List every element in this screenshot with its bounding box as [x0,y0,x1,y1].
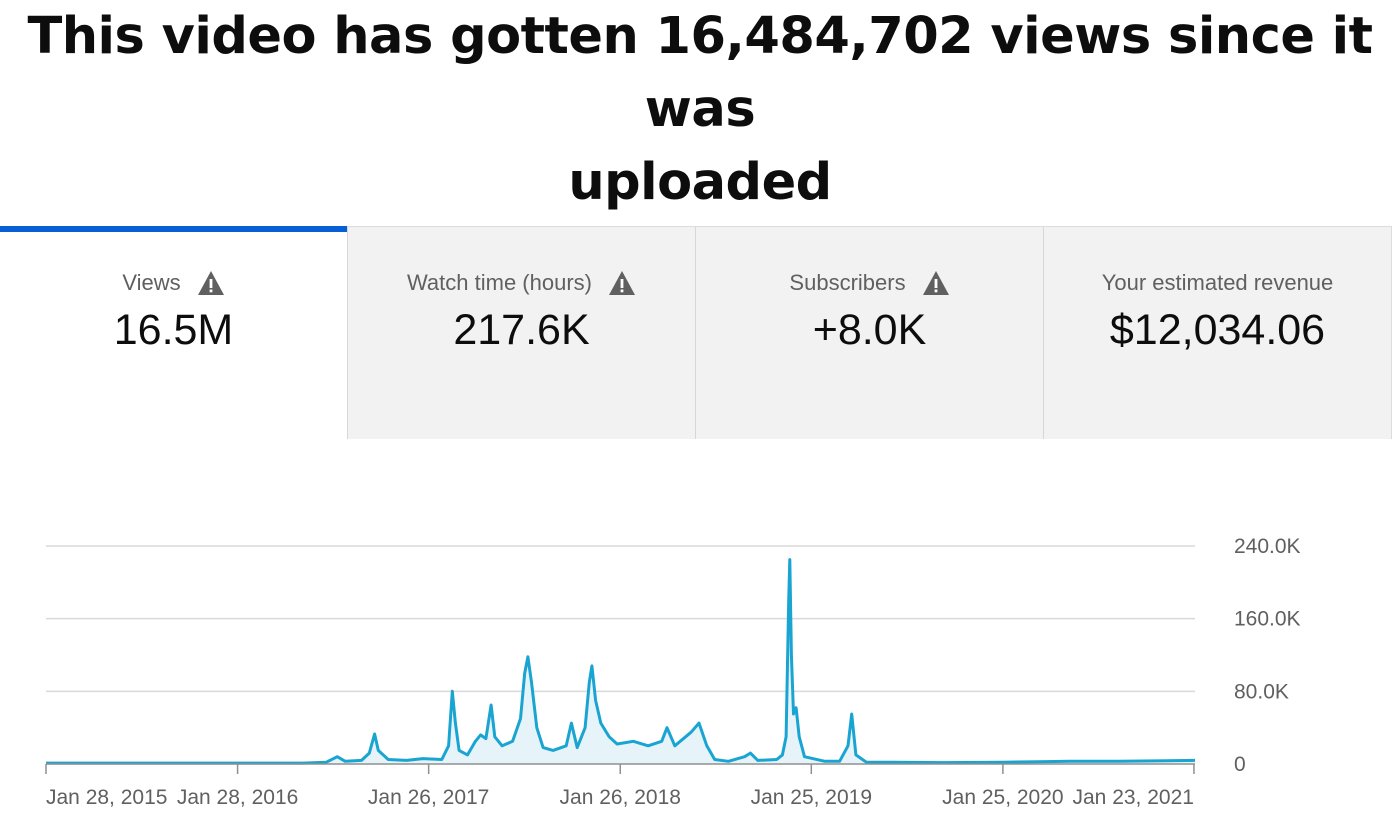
warning-triangle-icon[interactable] [197,270,225,296]
x-tick-label: Jan 28, 2016 [177,786,298,809]
warning-triangle-icon[interactable] [922,270,950,296]
x-tick-label: Jan 28, 2015 [46,786,167,809]
chart-x-axis-labels: Jan 28, 2015 Jan 28, 2016 Jan 26, 2017 Jan … [46,786,1194,809]
tab-views-value: 16.5M [113,306,234,354]
tab-views-label: Views [122,270,181,295]
chart-gridlines [46,545,1195,693]
warning-triangle-icon[interactable] [608,270,636,296]
chart-x-axis [45,763,1195,774]
y-tick-label: 160.0K [1234,608,1301,631]
metric-label-revenue: Your estimated revenue [1044,269,1391,297]
y-tick-label: 0 [1234,753,1246,776]
views-chart: 0 80.0K 160.0K 240.0K Jan 28, 2015 Jan 28, 2… [0,440,1400,827]
y-tick-label: 240.0K [1234,535,1301,558]
tab-estimated-revenue[interactable]: Your estimated revenue $12,034.06 [1043,227,1391,439]
tab-watch-time-label: Watch time (hours) [406,270,592,295]
headline-line-1: This video has gotten 16,484,702 views s… [27,7,1373,139]
page-headline: This video has gotten 16,484,702 views s… [0,0,1400,219]
tab-revenue-label: Your estimated revenue [1101,270,1334,295]
x-tick-label: Jan 25, 2019 [751,786,872,809]
tab-subscribers-label: Subscribers [789,270,906,295]
metric-tabs: Views 16.5M Watch time (hours) 217.6K Su… [0,226,1392,439]
tab-watch-time[interactable]: Watch time (hours) 217.6K [347,227,695,439]
metric-label-watch-time: Watch time (hours) [348,269,695,297]
series-line [46,558,1196,765]
metric-label-subscribers: Subscribers [696,269,1043,297]
chart-series-layer [46,558,1196,765]
x-tick-label: Jan 23, 2021 [1073,786,1194,809]
x-tick-label: Jan 26, 2018 [560,786,681,809]
headline-line-2: uploaded [568,153,832,212]
chart-y-axis-labels: 0 80.0K 160.0K 240.0K [1234,535,1301,776]
metric-label-views: Views [0,269,347,297]
tab-views[interactable]: Views 16.5M [0,226,347,439]
x-tick-label: Jan 26, 2017 [368,786,489,809]
x-tick-label: Jan 25, 2020 [942,786,1063,809]
tab-subscribers-value: +8.0K [812,306,927,354]
series-area-fill [46,559,1195,764]
tab-watch-time-value: 217.6K [453,306,590,354]
tab-revenue-value: $12,034.06 [1109,306,1326,354]
y-tick-label: 80.0K [1234,680,1289,703]
tab-subscribers[interactable]: Subscribers +8.0K [695,227,1043,439]
